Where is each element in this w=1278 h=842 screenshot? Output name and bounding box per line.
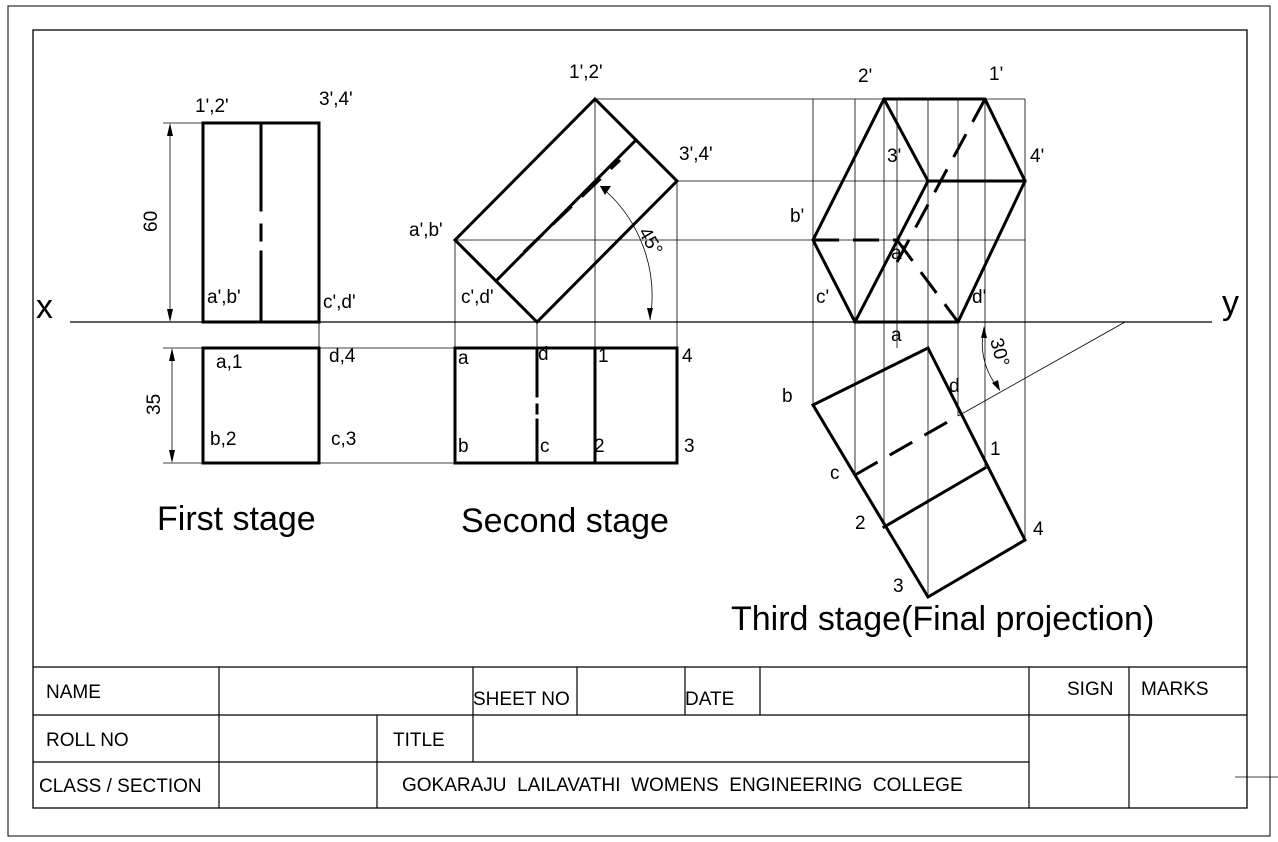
title-block: NAME SHEET NO DATE SIGN MARKS ROLL NO TI…: [33, 666, 1278, 808]
stage3-label-a: a: [891, 325, 902, 346]
stage2-label-d: d: [538, 344, 549, 365]
stage3-label-cp: c': [816, 287, 829, 308]
dim-60-text: 60: [141, 211, 162, 232]
stage2-angle-arc: [599, 185, 653, 321]
stage1-title: First stage: [157, 500, 316, 538]
stage1-label-a-b: a',b': [207, 287, 241, 308]
stage1-label-a1: a,1: [216, 352, 242, 373]
stage3-label-1: 1: [990, 439, 1001, 460]
name-label: NAME: [46, 682, 101, 703]
stage2-angle-text: 45°: [634, 224, 667, 259]
stage3-front-view-outline: [811, 97, 1027, 324]
stage2-label-3: 3: [684, 436, 695, 457]
stage1-label-b2: b,2: [210, 429, 236, 450]
stage3-label-bp: b': [790, 206, 804, 227]
x-label: x: [36, 288, 53, 326]
stage2-label-a: a: [458, 348, 469, 369]
stage3-label-2p: 2': [858, 66, 872, 87]
date-label: DATE: [685, 689, 734, 710]
marks-label: MARKS: [1141, 679, 1209, 700]
stage2-label-a-b: a',b': [409, 220, 443, 241]
stage3-label-3p: 3': [887, 146, 901, 167]
stage3-tv-hidden: [854, 414, 959, 477]
stage2-label-1-2: 1',2': [569, 62, 603, 83]
stage3-label-ap: a': [891, 243, 905, 264]
stage1-label-1-2: 1',2': [195, 96, 229, 117]
sheet-no-label: SHEET NO: [473, 689, 570, 710]
college-name: GOKARAJU LAILAVATHI WOMENS ENGINEERING C…: [402, 775, 963, 796]
stage3-fv-hidden-3: [895, 239, 960, 323]
stage3-label-4p: 4': [1030, 146, 1044, 167]
stage2-label-c: c: [540, 436, 550, 457]
stage2-label-2: 2: [594, 436, 605, 457]
stage1-group: 60 35 1',2' 3',4' a',b' c',d' a,1 d,4 b,…: [141, 89, 455, 538]
stage1-label-c-d: c',d': [323, 292, 356, 313]
stage3-label-4: 4: [1033, 519, 1044, 540]
stage3-angle-text: 30°: [985, 336, 1013, 369]
stage3-title: Third stage(Final projection): [731, 600, 1154, 638]
stage2-label-1: 1: [598, 346, 609, 367]
stage3-fv-hidden-1: [895, 98, 987, 263]
sign-label: SIGN: [1067, 679, 1113, 700]
stage1-label-c3: c,3: [331, 429, 356, 450]
class-section-label: CLASS / SECTION: [39, 776, 202, 797]
outer-border: [7, 5, 1271, 837]
stage3-top-view-outline: [810, 345, 1027, 600]
inner-border: [32, 29, 1248, 809]
stage1-label-3-4: 3',4': [319, 89, 353, 110]
stage2-label-4: 4: [682, 346, 693, 367]
stage3-group: 30° 2' 1' 3' 4' b' a' c' d' a b d 1 c 2 …: [731, 64, 1154, 638]
stage3-label-3: 3: [893, 576, 904, 597]
stage3-label-2: 2: [855, 513, 866, 534]
stage2-group: 45° 1',2' 3',4' a',b' c',d' a d 1 4 b c …: [409, 62, 1025, 540]
stage2-title: Second stage: [461, 502, 669, 540]
stage1-label-d4: d,4: [329, 346, 356, 367]
stage2-label-3-4: 3',4': [679, 144, 713, 165]
title-label: TITLE: [393, 730, 445, 751]
stage2-top-view: [453, 346, 679, 465]
dim-35-text: 35: [144, 394, 165, 415]
stage3-tv-extension: [957, 321, 1126, 417]
stage3-label-b: b: [782, 386, 793, 407]
stage3-label-d: d: [949, 376, 960, 397]
stage3-label-dp: d': [972, 287, 986, 308]
stage3-label-1p: 1': [989, 64, 1003, 85]
stage3-label-c: c: [830, 463, 840, 484]
y-label: y: [1222, 284, 1239, 322]
stage2-fv-hidden: [522, 158, 622, 254]
stage2-label-b: b: [458, 436, 469, 457]
stage1-top-view: [201, 346, 321, 465]
roll-no-label: ROLL NO: [46, 730, 129, 751]
stage2-label-c-d: c',d': [461, 287, 494, 308]
